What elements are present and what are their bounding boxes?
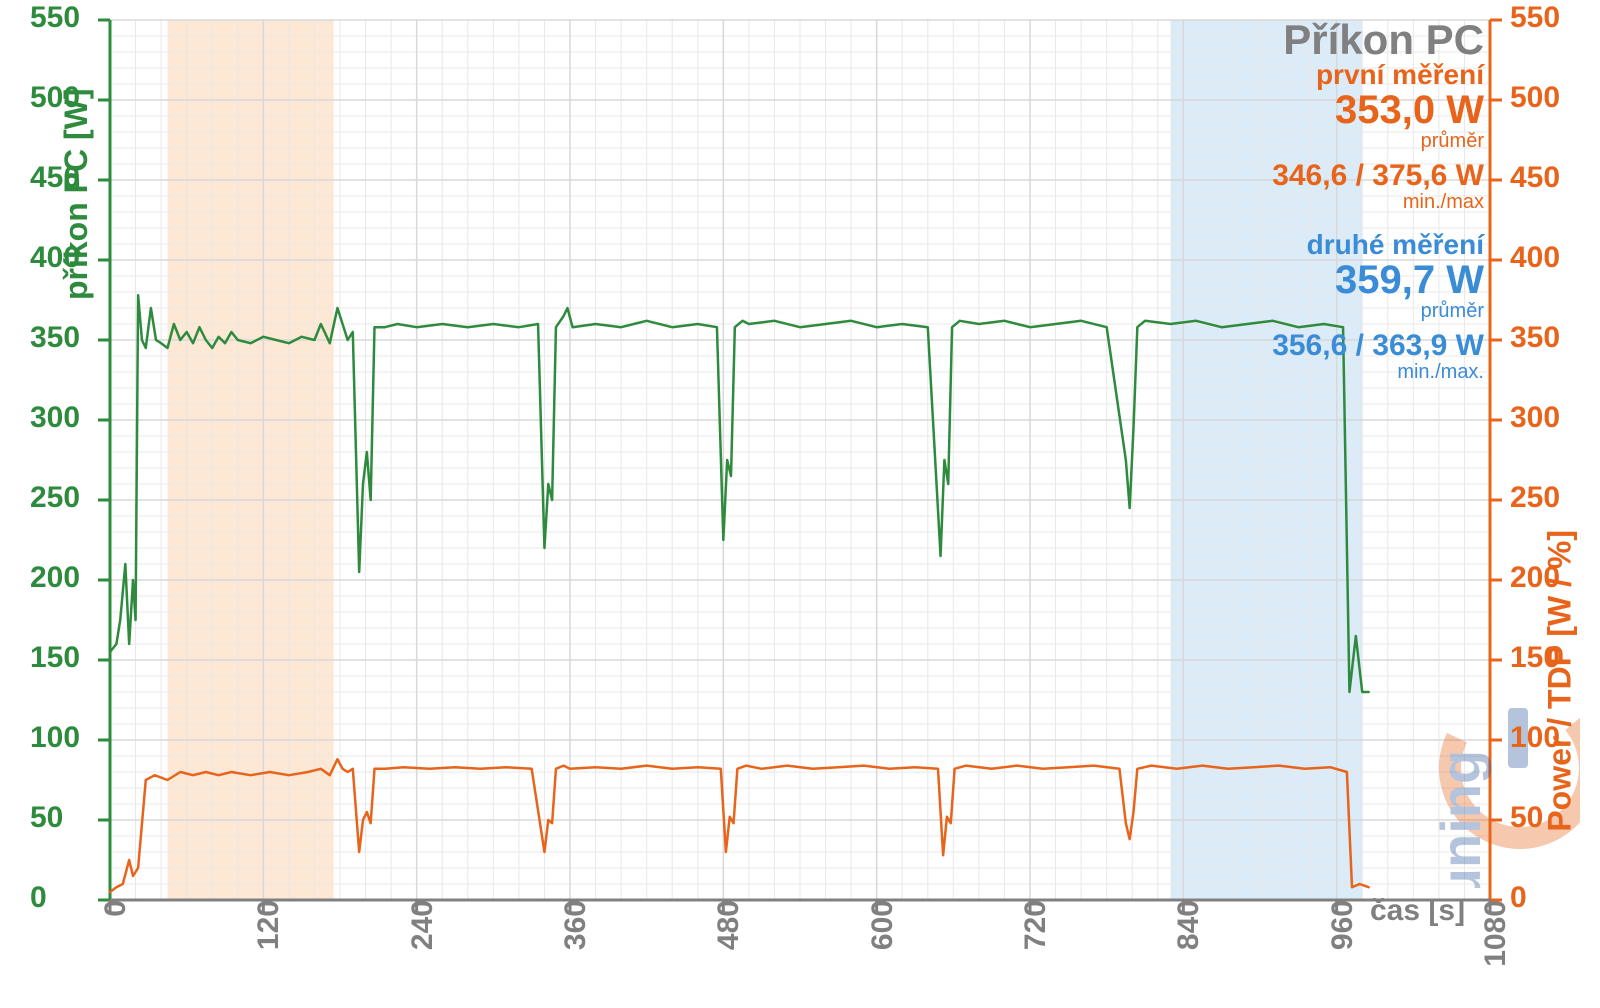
tick-label: 300 (30, 401, 80, 435)
tick-label: 50 (30, 801, 63, 835)
tick-label: 450 (30, 161, 80, 195)
tick-label: 960 (1326, 900, 1360, 980)
m1-minmax: 346,6 / 375,6 W (1272, 160, 1484, 192)
tick-label: 350 (1510, 321, 1560, 355)
x-axis-label: čas [s] (1370, 894, 1465, 928)
tick-label: 600 (866, 900, 900, 980)
tick-label: 550 (30, 1, 80, 35)
tick-label: 550 (1510, 1, 1560, 35)
tick-label: 250 (30, 481, 80, 515)
m1-minmax-label: min./max (1272, 192, 1484, 213)
measurement-2-stats: druhé měření 359,7 W průměr 356,6 / 363,… (1272, 230, 1484, 383)
tick-label: 300 (1510, 401, 1560, 435)
tick-label: 0 (30, 881, 47, 915)
m1-label: první měření (1272, 60, 1484, 89)
tick-label: 240 (406, 900, 440, 980)
tick-label: 0 (99, 900, 133, 980)
tick-label: 1080 (1479, 900, 1513, 980)
tick-label: 100 (30, 721, 80, 755)
m2-minmax-label: min./max. (1272, 362, 1484, 383)
tick-label: 120 (252, 900, 286, 980)
tick-label: 840 (1172, 900, 1206, 980)
m2-avg: 359,7 W (1272, 259, 1484, 301)
m2-minmax: 356,6 / 363,9 W (1272, 330, 1484, 362)
chart-title: Příkon PC (1283, 16, 1484, 64)
tick-label: 500 (30, 81, 80, 115)
tick-label: 720 (1019, 900, 1053, 980)
tick-label: 360 (559, 900, 593, 980)
tick-label: 100 (1510, 721, 1560, 755)
tick-label: 250 (1510, 481, 1560, 515)
measurement-1-stats: první měření 353,0 W průměr 346,6 / 375,… (1272, 60, 1484, 213)
m2-avg-label: průměr (1272, 301, 1484, 322)
tick-label: 500 (1510, 81, 1560, 115)
tick-label: 350 (30, 321, 80, 355)
m2-label: druhé měření (1272, 230, 1484, 259)
tick-label: 150 (30, 641, 80, 675)
m1-avg: 353,0 W (1272, 89, 1484, 131)
tick-label: 200 (30, 561, 80, 595)
tick-label: 200 (1510, 561, 1560, 595)
tick-label: 480 (712, 900, 746, 980)
m1-avg-label: průměr (1272, 131, 1484, 152)
power-chart: příkon PC [W] Power / TDP [W / %] čas [s… (0, 0, 1600, 1008)
tick-label: 400 (1510, 241, 1560, 275)
tick-label: 150 (1510, 641, 1560, 675)
tick-label: 400 (30, 241, 80, 275)
tick-label: 50 (1510, 801, 1543, 835)
tick-label: 450 (1510, 161, 1560, 195)
